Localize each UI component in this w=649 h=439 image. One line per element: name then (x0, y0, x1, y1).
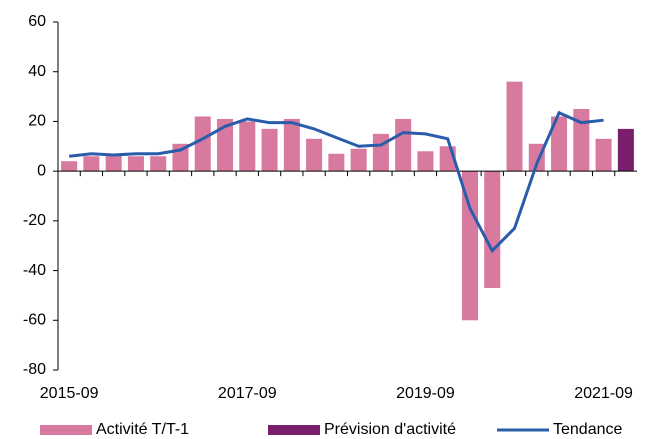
bar (573, 109, 590, 172)
y-tick-label: -40 (23, 262, 46, 279)
x-tick-label: 2021-09 (574, 385, 633, 402)
bar (105, 153, 122, 172)
y-tick-label: -20 (23, 212, 46, 229)
bar (350, 148, 367, 172)
bar (194, 116, 211, 172)
y-tick-label: 60 (28, 13, 46, 30)
bar (283, 118, 300, 172)
bar (127, 156, 144, 172)
bar (328, 153, 345, 172)
x-tick-label: 2017-09 (218, 385, 277, 402)
bar (395, 118, 412, 172)
trend-line (68, 110, 604, 254)
legend-label: Prévision d'activité (324, 421, 456, 438)
bar (506, 81, 523, 172)
y-tick-label: -60 (23, 312, 46, 329)
bar (617, 128, 634, 172)
legend-label: Tendance (553, 421, 622, 438)
legend-swatch (268, 425, 320, 435)
bar (150, 156, 167, 172)
y-tick-label: 20 (28, 113, 46, 130)
bar (372, 133, 389, 172)
y-tick-label: -80 (23, 361, 46, 378)
bar (417, 151, 434, 172)
legend-swatch (40, 425, 92, 435)
bar (306, 138, 323, 172)
y-tick-label: 40 (28, 63, 46, 80)
x-tick-label: 2019-09 (396, 385, 455, 402)
bar (484, 171, 501, 288)
y-tick-label: 0 (37, 162, 46, 179)
bar (551, 116, 568, 172)
bar (595, 138, 612, 172)
bar (217, 118, 234, 172)
bar (261, 128, 278, 172)
legend-label: Activité T/T-1 (96, 421, 189, 438)
bar (528, 143, 545, 172)
bar (461, 171, 478, 321)
bar (83, 156, 100, 172)
bar (239, 121, 256, 172)
bar (61, 161, 78, 172)
x-tick-label: 2015-09 (40, 385, 99, 402)
